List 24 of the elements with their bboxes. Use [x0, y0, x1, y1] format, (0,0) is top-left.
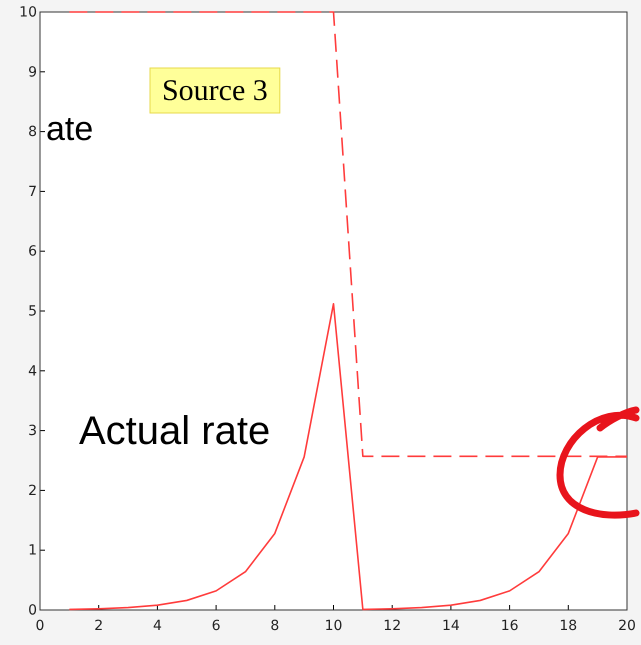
annotation: ate	[46, 110, 94, 148]
y-tick-label: 5	[28, 303, 37, 320]
x-tick-label: 20	[618, 618, 636, 634]
y-tick-label: 9	[28, 64, 37, 80]
y-tick-label: 6	[28, 244, 38, 260]
annotation: Source 3	[162, 74, 268, 107]
x-tick-label: 16	[500, 618, 519, 634]
x-tick-label: 10	[324, 618, 342, 634]
x-tick-label: 4	[152, 618, 162, 634]
y-tick-label: 4	[28, 363, 38, 380]
y-tick-label: 0	[28, 602, 37, 618]
x-tick-label: 18	[559, 618, 578, 634]
y-tick-label: 10	[19, 4, 37, 20]
x-tick-label: 14	[442, 618, 460, 634]
y-tick-label: 1	[28, 542, 37, 559]
y-tick-label: 7	[28, 184, 37, 200]
annotation: Actual rate	[79, 409, 270, 453]
x-tick-label: 12	[383, 618, 402, 634]
x-tick-label: 8	[270, 618, 280, 634]
x-tick-label: 6	[212, 618, 221, 634]
y-tick-label: 3	[28, 423, 37, 440]
y-tick-label: 2	[28, 482, 37, 499]
x-tick-label: 2	[94, 618, 104, 634]
y-tick-label: 8	[28, 124, 37, 140]
